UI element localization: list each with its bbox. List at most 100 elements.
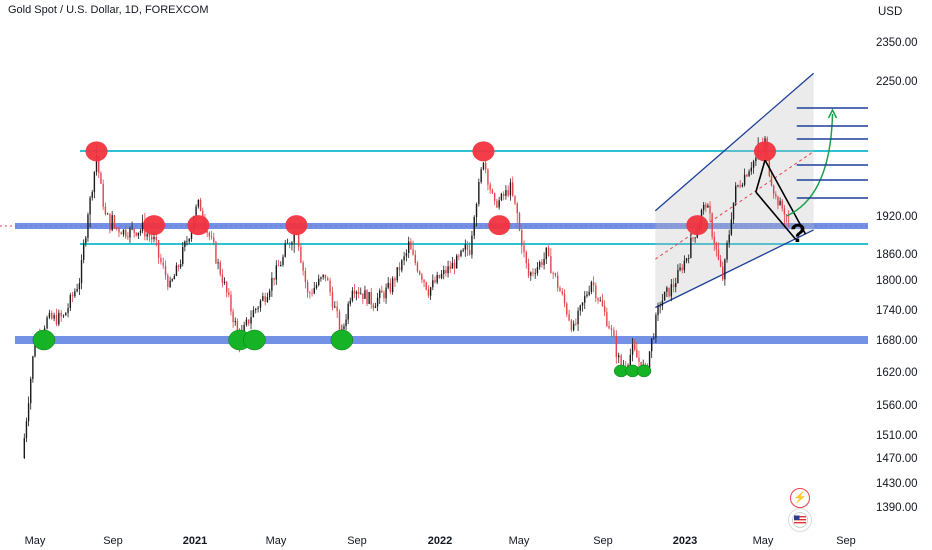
candle-body [266, 296, 269, 302]
candle-body [694, 237, 696, 239]
candle-body [370, 292, 372, 305]
candle-body [259, 300, 262, 308]
candle-body [683, 260, 686, 271]
y-tick-label: 1860.00 [876, 249, 918, 261]
candle-body [23, 438, 26, 458]
candle-body [334, 306, 336, 308]
candle-body [141, 222, 144, 231]
candle-body [672, 284, 675, 288]
candle-body [750, 167, 752, 172]
y-tick-label: 1740.00 [876, 305, 918, 317]
candle-body [376, 297, 379, 307]
candle-body [82, 243, 85, 260]
x-tick-label: Sep [593, 535, 613, 547]
candle-body [197, 199, 200, 207]
candle-body [575, 323, 577, 325]
candle-body [169, 280, 171, 287]
mid-level-band [15, 223, 868, 229]
candle-body [120, 232, 122, 235]
y-tick-label: 1560.00 [876, 400, 918, 412]
candle-body [741, 184, 744, 187]
candle-body [343, 326, 345, 330]
candle-body [351, 290, 354, 301]
candle-body [104, 206, 107, 215]
candle-body [482, 162, 485, 170]
candle-body [362, 293, 364, 299]
candle-body [401, 260, 403, 271]
candle-body [681, 267, 683, 271]
candle-body [466, 244, 469, 250]
candle-body [264, 296, 266, 302]
channel-upper [654, 72, 815, 212]
candle-body [160, 257, 162, 263]
candle-body [116, 227, 118, 229]
candle-body [111, 215, 113, 231]
candle-body [408, 241, 410, 254]
y-tick-label: 1470.00 [876, 453, 918, 465]
candle-body [661, 300, 664, 306]
candle-body [650, 338, 653, 352]
candle-body [779, 200, 781, 206]
candle-body [87, 214, 89, 238]
candle-body [345, 319, 347, 327]
candle-body [208, 232, 211, 237]
candle-body [219, 262, 221, 275]
candle-body [554, 273, 557, 276]
candle-body [687, 258, 690, 259]
candle-body [129, 228, 131, 238]
candle-body [491, 189, 494, 194]
channel-lower [655, 229, 814, 309]
candle-body [122, 229, 125, 235]
y-tick-label: 1800.00 [876, 275, 918, 287]
resistance-marker [85, 141, 108, 162]
candle-body [109, 213, 111, 231]
candle-body [304, 270, 307, 283]
candle-body [455, 255, 458, 269]
candle-body [512, 182, 514, 196]
candle-body [182, 247, 184, 265]
candle-body [372, 304, 375, 308]
candle-body [777, 196, 779, 206]
candle-body [653, 337, 655, 339]
candle-body [550, 256, 552, 274]
candle-body [425, 282, 427, 290]
candle-body [336, 306, 338, 312]
resistance-marker [488, 215, 511, 236]
candle-body [146, 234, 148, 237]
candle-body [171, 279, 173, 281]
candle-body [772, 185, 775, 195]
candle-body [414, 254, 416, 264]
candle-body [223, 281, 226, 283]
candle-body [615, 336, 618, 358]
candle-body [581, 302, 584, 306]
candle-body [268, 290, 271, 297]
x-tick-label: 2022 [428, 535, 452, 547]
candle-body [440, 274, 443, 279]
candle-body [252, 310, 255, 318]
candle-body [30, 378, 32, 404]
candle-body [478, 182, 480, 204]
candle-body [634, 344, 636, 350]
candle-body [719, 259, 722, 267]
lightning-icon[interactable]: ⚡ [790, 488, 810, 508]
candle-body [306, 282, 309, 293]
candle-body [572, 323, 575, 331]
candle-body [566, 303, 568, 315]
candle-body [32, 356, 34, 379]
candle-body [666, 287, 668, 292]
candle-body [595, 285, 597, 299]
candle-body [722, 266, 724, 280]
candle-body [127, 236, 129, 238]
y-tick-label: 1620.00 [876, 367, 918, 379]
candle-body [74, 291, 76, 297]
candle-body [416, 263, 419, 272]
us-flag-icon[interactable] [788, 508, 812, 532]
candle-body [702, 204, 705, 210]
candle-body [215, 242, 217, 264]
candle-body [532, 272, 534, 274]
candle-body [498, 200, 500, 208]
candle-body [329, 280, 331, 293]
candle-body [657, 306, 659, 316]
candle-body [95, 155, 98, 172]
